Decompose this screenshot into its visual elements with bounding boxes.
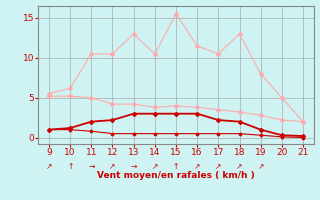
- Text: ↗: ↗: [215, 162, 221, 171]
- X-axis label: Vent moyen/en rafales ( km/h ): Vent moyen/en rafales ( km/h ): [97, 171, 255, 180]
- Text: ↑: ↑: [67, 162, 73, 171]
- Text: →: →: [88, 162, 94, 171]
- Text: →: →: [131, 162, 137, 171]
- Text: ↑: ↑: [173, 162, 179, 171]
- Text: ↗: ↗: [194, 162, 200, 171]
- Text: ↗: ↗: [152, 162, 158, 171]
- Text: ↗: ↗: [46, 162, 52, 171]
- Text: ↗: ↗: [258, 162, 264, 171]
- Text: ↗: ↗: [236, 162, 243, 171]
- Text: ↗: ↗: [109, 162, 116, 171]
